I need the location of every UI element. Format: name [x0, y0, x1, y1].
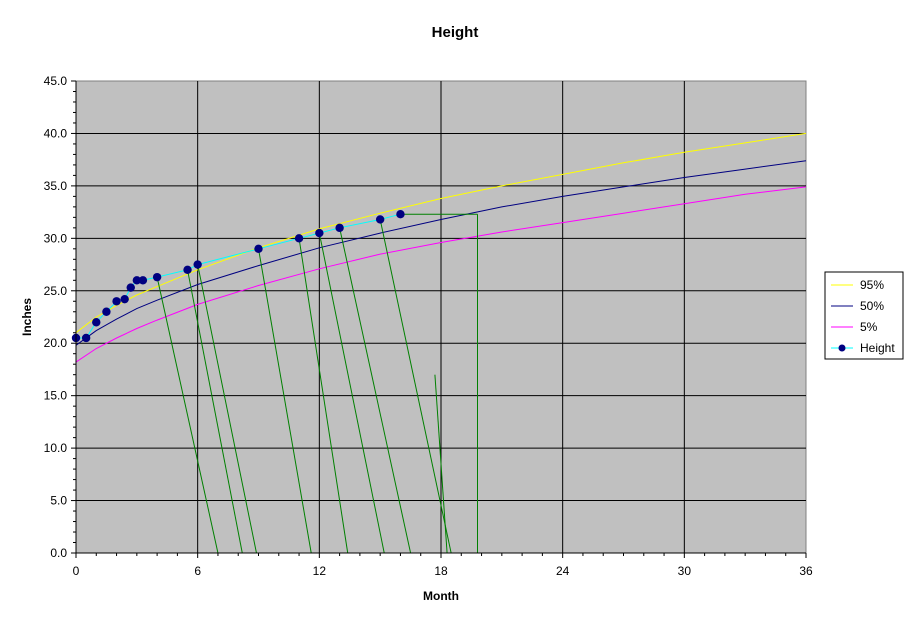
height-data-point [315, 228, 324, 238]
drop-line [318, 232, 385, 554]
height-data-point [335, 223, 344, 233]
height-data-point [396, 210, 405, 219]
x-tick-label: 0 [73, 564, 80, 578]
axes: 0.0 5.0 10.0 15.0 20.0 25.0 30.0 35.0 40.0 45.0 0 6… [44, 74, 813, 578]
legend-entry-label: Height [860, 341, 895, 355]
gridlines [76, 81, 806, 553]
y-tick-label: 20.0 [44, 336, 68, 350]
legend-marker [838, 344, 846, 352]
height-data-point [112, 297, 121, 306]
x-tick-label: 18 [434, 564, 448, 578]
drop-line [187, 269, 243, 554]
drop-line [298, 238, 349, 554]
height-data-point [254, 244, 263, 254]
x-tick-label: 24 [556, 564, 570, 578]
drop-line [258, 248, 312, 554]
height-data-point [183, 265, 192, 274]
y-tick-label: 0.0 [50, 546, 67, 560]
height-data-point [138, 276, 148, 285]
legend-entry-label: 5% [860, 320, 878, 334]
x-tick-label: 6 [194, 564, 201, 578]
series-line-5pct [75, 186, 807, 363]
y-tick-label: 35.0 [44, 179, 68, 193]
legend: 95% 50% 5% Height [824, 271, 904, 360]
chart-title: Height [432, 24, 479, 41]
drop-line [379, 219, 452, 554]
drop-line [156, 277, 219, 554]
height-data-point [294, 234, 304, 243]
legend-box [824, 271, 904, 360]
x-axis-label: Month [423, 589, 459, 603]
height-data-point [120, 294, 129, 304]
height-markers [71, 210, 405, 343]
legend-entry-label: 95% [860, 278, 884, 292]
height-data-point [92, 318, 101, 327]
height-data-point [132, 276, 142, 285]
x-tick-label: 30 [678, 564, 692, 578]
drop-line [339, 227, 412, 554]
x-tick-label: 12 [313, 564, 327, 578]
drop-lines [156, 213, 478, 554]
drop-line [197, 264, 257, 554]
height-data-point [81, 333, 91, 343]
height-data-point [126, 283, 135, 292]
y-tick-label: 30.0 [44, 231, 68, 245]
y-tick-label: 10.0 [44, 441, 68, 455]
series-line-50pct [75, 160, 807, 346]
x-tick-label: 36 [799, 564, 813, 578]
height-data-point [152, 272, 162, 282]
y-tick-label: 15.0 [44, 389, 68, 403]
y-tick-label: 40.0 [44, 126, 68, 140]
height-data-point [102, 307, 111, 316]
y-tick-label: 45.0 [44, 74, 68, 88]
height-data-point [375, 215, 385, 224]
legend-entry-label: 50% [860, 299, 884, 313]
drop-line [434, 374, 448, 554]
height-data-point [193, 260, 202, 269]
y-tick-label: 5.0 [50, 494, 67, 508]
y-tick-label: 25.0 [44, 284, 68, 298]
y-axis-label: Inches [20, 298, 34, 336]
